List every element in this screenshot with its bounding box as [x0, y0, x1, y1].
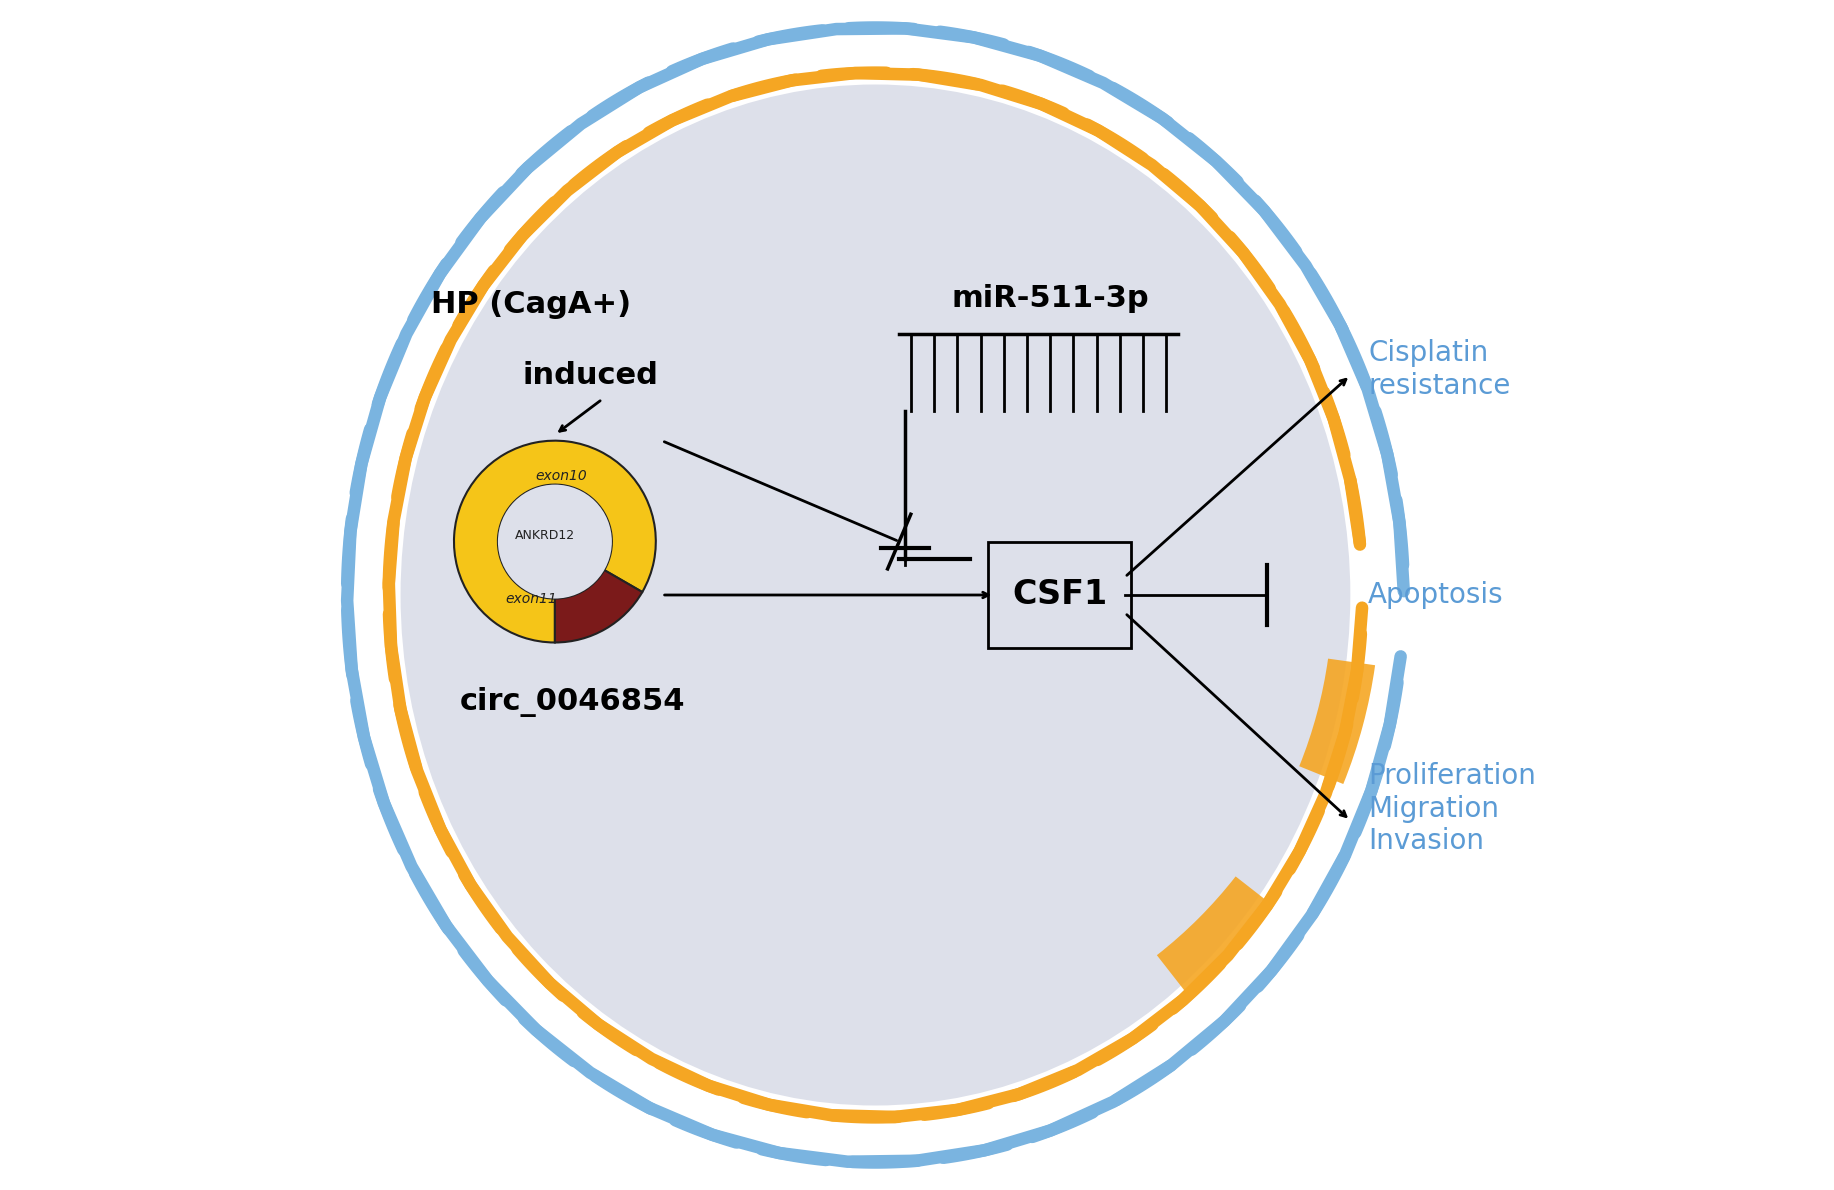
Wedge shape: [455, 440, 657, 643]
Ellipse shape: [400, 84, 1350, 1106]
Wedge shape: [1157, 876, 1273, 992]
Text: Apoptosis: Apoptosis: [1368, 581, 1504, 609]
Wedge shape: [1298, 658, 1376, 784]
Text: Proliferation
Migration
Invasion: Proliferation Migration Invasion: [1368, 763, 1537, 856]
Wedge shape: [556, 570, 642, 643]
Text: exon10: exon10: [536, 469, 587, 483]
Circle shape: [497, 484, 613, 599]
Text: ANKRD12: ANKRD12: [515, 530, 576, 543]
Text: circ_0046854: circ_0046854: [460, 687, 686, 716]
Text: CSF1: CSF1: [1012, 578, 1108, 612]
Text: Cisplatin
resistance: Cisplatin resistance: [1368, 339, 1511, 400]
Text: induced: induced: [523, 361, 658, 390]
Text: HP (CagA+): HP (CagA+): [431, 289, 631, 319]
Text: miR-511-3p: miR-511-3p: [952, 283, 1150, 313]
Text: exon11: exon11: [506, 591, 558, 606]
